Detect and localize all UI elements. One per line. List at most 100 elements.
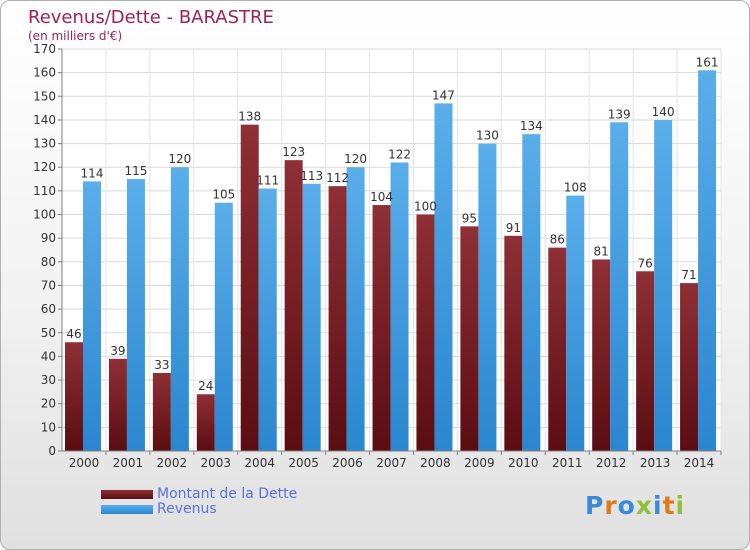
- bar-revenus: [390, 162, 409, 451]
- legend-item-revenus: Revenus: [101, 502, 297, 517]
- x-tick-label: 2003: [200, 456, 231, 470]
- data-label-debt: 86: [550, 233, 565, 247]
- bar-revenus: [654, 119, 673, 452]
- y-tick-label: 100: [33, 208, 56, 222]
- legend-swatch-debt: [101, 490, 153, 499]
- bar-revenus: [566, 195, 585, 451]
- bar-debt: [284, 160, 303, 451]
- bar-revenus: [478, 143, 497, 451]
- data-label-debt: 95: [462, 211, 477, 225]
- y-tick-label: 110: [33, 184, 56, 198]
- data-label-revenus: 140: [652, 105, 675, 119]
- y-tick-label: 20: [41, 397, 56, 411]
- data-label-revenus: 113: [300, 169, 323, 183]
- bar-revenus: [302, 183, 321, 451]
- data-label-debt: 71: [681, 268, 696, 282]
- legend-item-debt: Montant de la Dette: [101, 487, 297, 502]
- bar-revenus: [522, 134, 541, 452]
- data-label-revenus: 147: [432, 88, 455, 102]
- bar-revenus: [698, 70, 717, 452]
- bar-debt: [460, 226, 479, 451]
- data-label-revenus: 161: [696, 55, 719, 69]
- x-tick-label: 2000: [69, 456, 100, 470]
- y-tick-label: 140: [33, 113, 56, 127]
- y-tick-label: 90: [41, 231, 56, 245]
- data-label-revenus: 105: [212, 188, 235, 202]
- x-tick-label: 2008: [420, 456, 451, 470]
- bar-revenus: [170, 167, 189, 451]
- bar-debt: [592, 259, 611, 451]
- y-tick-label: 80: [41, 255, 56, 269]
- x-tick-label: 2002: [157, 456, 188, 470]
- y-tick-label: 50: [41, 326, 56, 340]
- y-tick-label: 60: [41, 302, 56, 316]
- bar-revenus: [610, 122, 629, 452]
- bar-debt: [196, 394, 215, 451]
- y-tick-label: 160: [33, 66, 56, 80]
- data-label-debt: 76: [637, 256, 652, 270]
- proxiti-logo: Proxiti: [585, 491, 685, 520]
- x-tick-label: 2001: [113, 456, 144, 470]
- bar-debt: [328, 186, 347, 451]
- x-tick-label: 2013: [640, 456, 671, 470]
- x-tick-label: 2011: [552, 456, 583, 470]
- bar-debt: [680, 283, 699, 451]
- data-label-debt: 39: [110, 344, 125, 358]
- data-label-debt: 91: [506, 221, 521, 235]
- chart-legend: Montant de la Dette Revenus: [101, 487, 297, 517]
- data-label-debt: 104: [370, 190, 393, 204]
- data-label-revenus: 122: [388, 148, 411, 162]
- data-label-revenus: 108: [564, 181, 587, 195]
- legend-swatch-revenus: [101, 505, 153, 514]
- bar-revenus: [346, 167, 365, 451]
- x-tick-label: 2014: [684, 456, 715, 470]
- data-label-debt: 100: [414, 200, 437, 214]
- logo-letter: x: [635, 491, 653, 520]
- data-label-revenus: 114: [81, 166, 104, 180]
- bar-debt: [416, 214, 435, 451]
- y-tick-label: 120: [33, 160, 56, 174]
- y-tick-label: 40: [41, 349, 56, 363]
- x-tick-label: 2004: [244, 456, 275, 470]
- chart-subtitle: (en milliers d'€): [28, 29, 123, 43]
- bar-revenus: [214, 202, 233, 451]
- y-tick-label: 130: [33, 137, 56, 151]
- bar-debt: [240, 124, 259, 451]
- data-label-debt: 24: [198, 379, 213, 393]
- bar-debt: [504, 235, 523, 451]
- bar-debt: [65, 342, 83, 451]
- bar-debt: [636, 271, 655, 451]
- y-tick-label: 30: [41, 373, 56, 387]
- data-label-revenus: 139: [608, 107, 631, 121]
- data-label-revenus: 111: [256, 174, 279, 188]
- x-tick-label: 2007: [376, 456, 407, 470]
- legend-label-revenus: Revenus: [157, 501, 217, 517]
- bar-revenus: [126, 179, 145, 451]
- data-label-debt: 112: [326, 171, 349, 185]
- chart-title: Revenus/Dette - BARASTRE: [28, 7, 274, 28]
- logo-letter: i: [653, 491, 663, 520]
- data-label-revenus: 130: [476, 129, 499, 143]
- bar-revenus: [258, 188, 277, 452]
- data-label-debt: 33: [154, 358, 169, 372]
- data-label-revenus: 115: [124, 164, 147, 178]
- x-tick-label: 2009: [464, 456, 495, 470]
- bar-debt: [548, 247, 567, 451]
- data-label-revenus: 120: [344, 152, 367, 166]
- x-tick-label: 2006: [332, 456, 363, 470]
- x-tick-label: 2010: [508, 456, 539, 470]
- data-label-debt: 81: [594, 244, 609, 258]
- y-tick-label: 150: [33, 89, 56, 103]
- data-label-debt: 46: [66, 327, 81, 341]
- data-label-revenus: 120: [168, 152, 191, 166]
- logo-letter: P: [585, 491, 605, 520]
- legend-label-debt: Montant de la Dette: [157, 486, 298, 502]
- data-label-debt: 123: [282, 145, 305, 159]
- y-tick-label: 170: [33, 42, 56, 56]
- y-tick-label: 0: [48, 444, 56, 458]
- y-tick-label: 10: [41, 420, 56, 434]
- bar-revenus: [83, 181, 101, 451]
- data-label-debt: 138: [238, 110, 261, 124]
